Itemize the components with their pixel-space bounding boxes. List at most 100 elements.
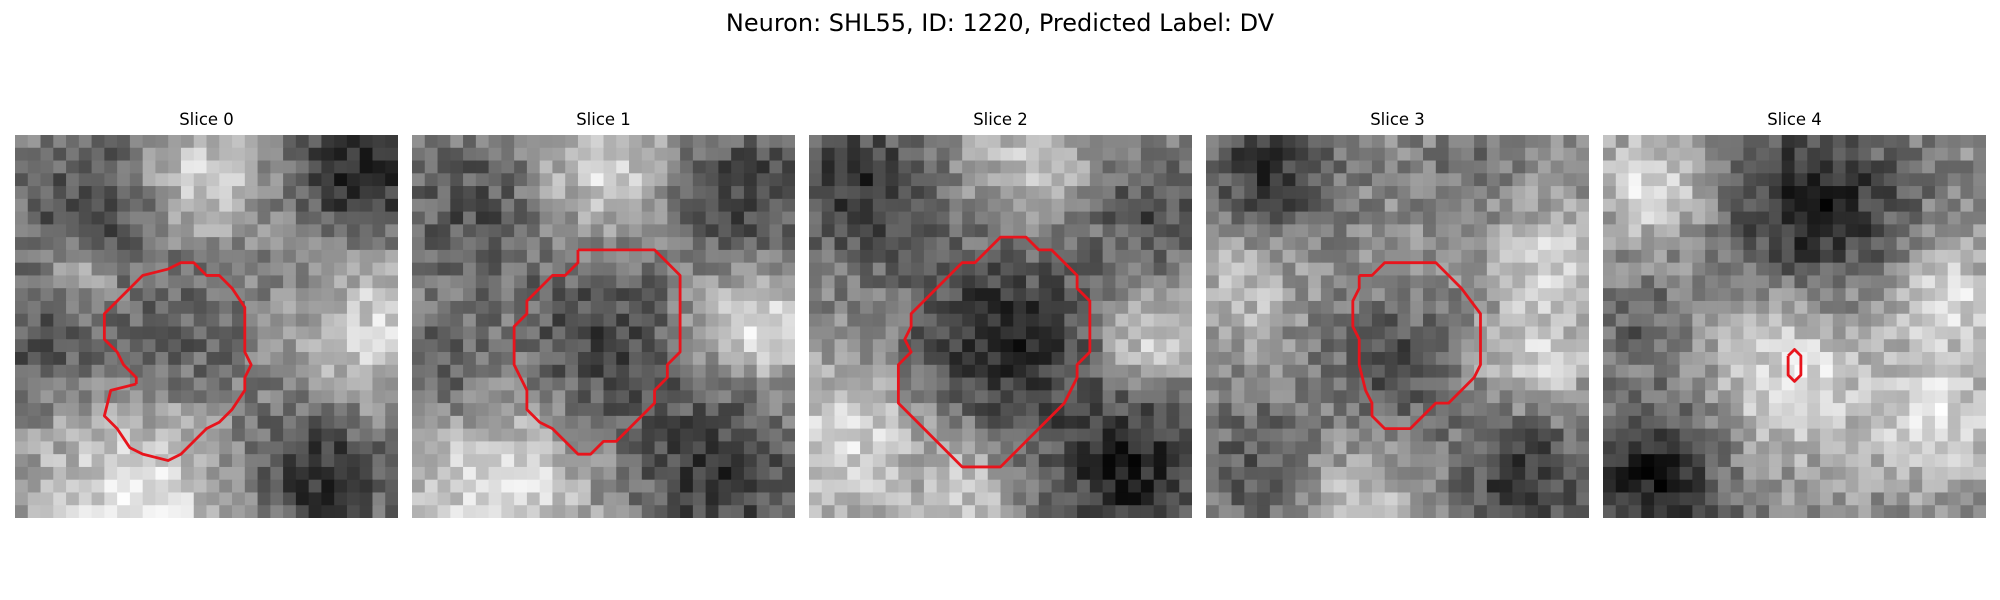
pixel: [129, 237, 144, 251]
pixel: [27, 198, 42, 213]
pixel: [987, 454, 1002, 468]
pixel: [1807, 249, 1821, 264]
pixel: [1384, 224, 1399, 238]
pixel: [78, 479, 93, 493]
pixel: [78, 364, 93, 379]
pixel: [1410, 300, 1424, 315]
pixel: [1000, 505, 1014, 518]
pixel: [1153, 339, 1167, 353]
pixel: [936, 326, 950, 340]
pixel: [1206, 415, 1220, 430]
pixel: [911, 390, 925, 404]
pixel: [1486, 505, 1501, 518]
pixel: [15, 441, 29, 455]
pixel: [641, 377, 656, 391]
pixel: [91, 135, 105, 149]
pixel: [232, 147, 246, 162]
pixel: [1333, 186, 1347, 200]
pixel: [1282, 428, 1296, 442]
pixel: [334, 492, 348, 506]
pixel: [1295, 326, 1309, 340]
pixel: [1089, 326, 1104, 340]
pixel: [1858, 275, 1872, 289]
pixel: [1461, 313, 1475, 328]
pixel: [1333, 211, 1347, 225]
pixel: [1730, 313, 1744, 328]
pixel: [15, 249, 29, 264]
pixel: [603, 403, 617, 417]
pixel: [142, 249, 156, 264]
pixel: [1115, 237, 1129, 251]
pixel: [1077, 479, 1091, 493]
pixel: [40, 198, 54, 213]
pixel: [1654, 403, 1668, 417]
pixel: [1102, 479, 1116, 493]
pixel: [1128, 173, 1142, 187]
pixel: [1166, 237, 1180, 251]
pixel: [1077, 300, 1091, 315]
pixel: [1026, 364, 1040, 379]
pixel: [756, 288, 770, 302]
pixel: [1717, 288, 1732, 302]
pixel: [1781, 466, 1796, 481]
pixel: [117, 415, 131, 430]
pixel: [155, 403, 169, 417]
pixel: [270, 135, 284, 149]
pixel: [193, 211, 208, 225]
pixel: [1115, 211, 1129, 225]
pixel: [577, 300, 592, 315]
pixel: [692, 466, 707, 481]
pixel: [1486, 249, 1501, 264]
pixel: [104, 326, 118, 340]
pixel: [1537, 441, 1552, 455]
pixel: [1909, 492, 1923, 506]
pixel: [1295, 352, 1309, 366]
pixel: [885, 364, 899, 379]
pixel: [193, 352, 208, 366]
pixel: [346, 262, 361, 276]
pixel: [244, 428, 259, 442]
pixel: [898, 390, 912, 404]
pixel: [295, 454, 310, 468]
pixel: [1026, 390, 1040, 404]
pixel: [1166, 415, 1180, 430]
pixel: [1359, 160, 1373, 174]
pixel: [936, 390, 950, 404]
pixel: [155, 352, 169, 366]
pixel: [860, 403, 874, 417]
pixel: [590, 160, 605, 174]
pixel: [321, 288, 335, 302]
pixel: [244, 390, 259, 404]
pixel: [1781, 224, 1796, 238]
pixel: [40, 275, 54, 289]
pixel: [526, 249, 541, 264]
pixel: [1628, 262, 1642, 276]
pixel: [1537, 224, 1552, 238]
pixel: [1346, 224, 1360, 238]
pixel: [193, 364, 208, 379]
pixel: [385, 249, 398, 264]
pixel: [193, 339, 208, 353]
pixel: [539, 160, 553, 174]
pixel: [1244, 428, 1258, 442]
pixel: [898, 211, 912, 225]
pixel: [1641, 313, 1655, 328]
pixel: [756, 403, 770, 417]
pixel: [590, 275, 605, 289]
pixel: [257, 160, 271, 174]
pixel: [450, 313, 464, 328]
pixel: [1089, 428, 1104, 442]
pixel: [769, 352, 783, 366]
pixel: [1934, 492, 1949, 506]
pixel: [1934, 147, 1949, 162]
pixel: [629, 288, 643, 302]
pixel: [1807, 198, 1821, 213]
pixel: [1756, 198, 1770, 213]
pixel: [552, 147, 566, 162]
pixel: [1512, 135, 1526, 149]
pixel: [27, 364, 42, 379]
pixel: [872, 160, 887, 174]
pixel: [1333, 224, 1347, 238]
pixel: [1909, 403, 1923, 417]
pixel: [782, 237, 795, 251]
